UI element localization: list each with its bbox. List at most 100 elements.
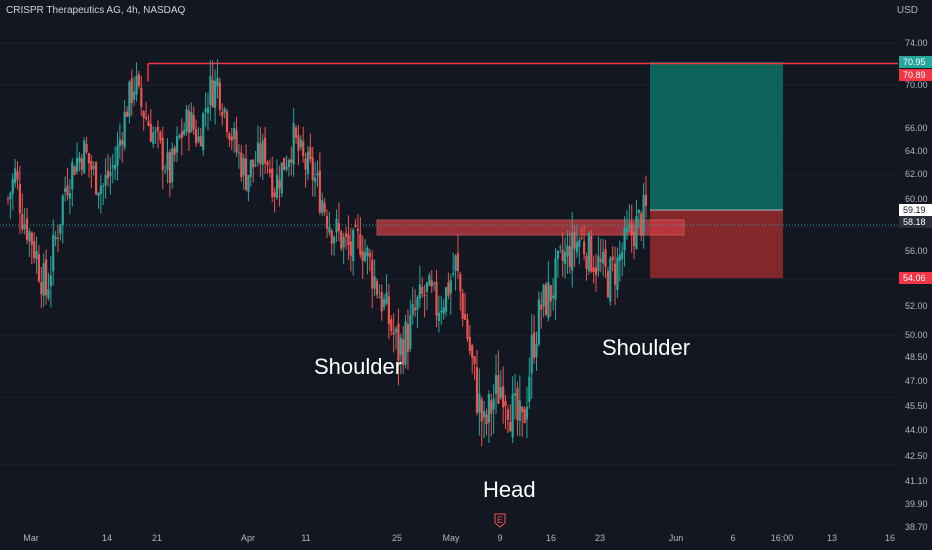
candle-body [23,224,26,230]
candle [478,368,481,436]
candle-body [166,152,169,170]
candle [40,267,43,309]
candle [559,244,562,254]
candle-body [175,136,179,153]
candle-body [463,314,467,320]
candle-body [161,137,164,171]
candle-body [380,292,383,312]
candle-body [568,246,571,268]
svg-text:E: E [497,515,503,525]
candle [52,219,55,286]
candle [285,155,288,172]
candle [356,214,360,249]
candle-body [513,392,517,396]
candle-body [33,241,36,259]
candle [75,142,79,175]
candle [118,123,121,160]
candle-body [168,151,171,183]
candle [416,295,419,328]
candle-body [154,130,157,133]
candle-body [230,136,233,141]
candle-body [511,393,514,438]
candle-body [637,209,640,214]
candle-body [80,158,83,170]
candle-body [378,296,381,298]
price-tag-label: 70.89 [903,70,926,80]
candle [423,284,426,318]
candle-body [456,253,460,271]
candle [563,237,567,279]
candle-body [523,408,526,423]
candle [516,381,519,436]
candle-body [249,159,252,177]
candle [606,266,610,299]
candle [473,355,476,380]
candle [623,216,626,267]
candle [71,158,74,207]
y-tick-label: 48.50 [905,352,928,362]
candle [244,144,248,192]
candle [583,225,586,261]
candle-body [406,324,410,352]
candle-body [311,157,314,181]
candle [6,196,10,205]
candle-body [521,406,524,413]
price-tag-stop [899,272,932,284]
candle [609,256,612,306]
candle [78,151,81,172]
candle-body [214,80,217,109]
candle-body [433,283,436,285]
candle-body [371,259,374,289]
candle [266,160,269,174]
candle-body [552,295,555,299]
candle-body [628,224,631,228]
candle [14,159,17,188]
candle-body [444,287,448,312]
candle [368,248,371,272]
candle [640,210,643,242]
candle [16,161,19,190]
candle-body [140,87,143,108]
candle-body [223,108,226,113]
candle-body [356,228,360,232]
candle [528,357,531,409]
candle [447,272,450,300]
candle [523,406,526,424]
y-tick-label: 42.50 [905,451,928,461]
candle [611,246,614,272]
candle-body [233,127,236,140]
candle-body [399,337,402,356]
candle [11,173,14,211]
candle-body [506,409,510,420]
candle [456,235,460,279]
candle-body [178,135,181,138]
candle-body [497,374,500,404]
candle-body [342,236,345,248]
candle [135,62,138,102]
candle-body [385,292,388,304]
candle-body [561,249,564,261]
candle-body [466,319,469,339]
candle-body [428,275,431,286]
candle-body [144,117,148,119]
candle [630,204,633,253]
candle [440,295,443,325]
candle-body [368,253,371,258]
candle-body [285,166,288,170]
candle [233,121,236,153]
candle-body [416,297,419,310]
candle [318,152,321,215]
candle-body [347,234,350,246]
candle-body [237,152,241,154]
candle [121,132,124,163]
candle-body [78,156,81,163]
candle [497,350,500,405]
candle-body [609,258,612,302]
candle [485,408,488,436]
candle [533,315,536,364]
x-tick-label: 16:00 [771,533,794,543]
candle-body [190,111,193,132]
candle-body [252,159,255,168]
candle [454,254,457,291]
